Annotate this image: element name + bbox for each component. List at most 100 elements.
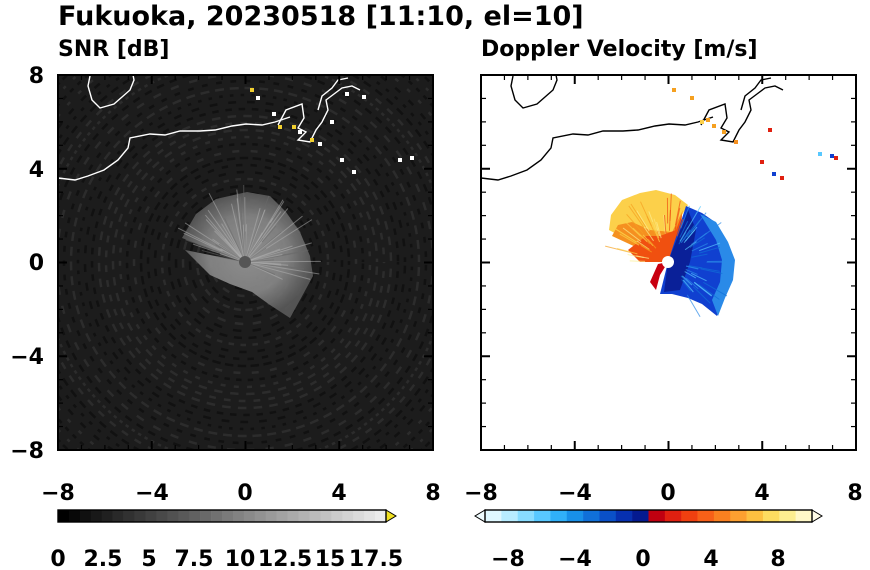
velocity-ray (622, 218, 642, 237)
noise-ring (125, 142, 365, 382)
echo-speck (298, 130, 302, 134)
velocity-ray (682, 279, 694, 293)
colorbar-frame (57, 509, 387, 523)
x-tick-label: 0 (237, 481, 252, 506)
doppler-receding-outer (700, 214, 735, 316)
echo-speck (410, 156, 414, 160)
colorbar-extend-min (474, 509, 486, 523)
noise-ring (83, 100, 407, 424)
doppler-colorbar-labels: −8 −4 0 4 8 (491, 547, 786, 570)
colorbar-bin (200, 510, 212, 522)
echo-ray (208, 193, 246, 263)
colorbar-bin (615, 510, 633, 522)
noise-ring (90, 107, 400, 417)
y-tick-label: 0 (29, 251, 44, 276)
colorbar-bin (342, 510, 354, 522)
colorbar-bin (254, 510, 267, 522)
velocity-ray (685, 277, 699, 290)
doppler-panel-title: Doppler Velocity [m/s] (481, 37, 758, 62)
doppler-coastline (481, 75, 784, 181)
noise-ring (139, 156, 351, 368)
velocity-ray (686, 294, 701, 317)
colorbar-bin (287, 510, 299, 522)
velocity-ray (680, 205, 690, 229)
colorbar-bin (697, 510, 715, 522)
x-tick-label: 0 (660, 481, 675, 506)
colorbar-bin (599, 510, 617, 522)
colorbar-label: 2.5 (84, 547, 123, 570)
echo-speck (310, 138, 314, 142)
velocity-ray (642, 234, 654, 247)
doppler-colorbar (474, 509, 823, 523)
velocity-ray (685, 265, 699, 270)
echo-speck (760, 160, 764, 164)
x-tick-label: 8 (847, 481, 862, 506)
colorbar-bin (713, 510, 731, 522)
velocity-ray (663, 214, 667, 234)
echo-ray (244, 208, 261, 263)
echo-speck (318, 142, 322, 146)
colorbar-bin (550, 510, 568, 522)
noise-ring (97, 114, 393, 410)
velocity-ray (647, 238, 657, 249)
velocity-ray (652, 221, 660, 239)
echo-speck (352, 170, 356, 174)
colorbar-bin (501, 510, 518, 522)
colorbar-bin (79, 510, 92, 522)
doppler-approaching-inner (628, 214, 682, 262)
doppler-texture (605, 193, 734, 317)
colorbar-bin (331, 510, 343, 522)
colorbar-bin (583, 510, 600, 522)
echo-ray (244, 261, 311, 280)
velocity-ray (653, 218, 660, 237)
velocity-ray (703, 281, 728, 297)
velocity-ray (656, 222, 662, 239)
velocity-ray (689, 237, 705, 248)
echo-ray (201, 249, 246, 263)
y-tick-label: −8 (10, 439, 44, 464)
velocity-ray (690, 212, 707, 233)
colorbar-bin (353, 510, 365, 522)
colorbar-bin (232, 510, 245, 522)
echo-speck (772, 172, 776, 176)
colorbar-bin (167, 510, 179, 522)
colorbar-bin (145, 510, 157, 522)
doppler-scattered-echoes (672, 88, 838, 180)
colorbar-bin (517, 510, 535, 522)
echo-speck (712, 124, 716, 128)
noise-ring (76, 93, 414, 431)
x-tick-label: 4 (754, 481, 769, 506)
velocity-ray (680, 275, 691, 286)
velocity-ray (636, 210, 650, 232)
echo-speck (690, 96, 694, 100)
colorbar-label: 7.5 (175, 547, 214, 570)
colorbar-label: 10 (225, 547, 256, 570)
velocity-ray (681, 275, 693, 286)
velocity-ray (672, 226, 677, 241)
echo-ray (244, 222, 272, 263)
noise-ring (118, 135, 372, 389)
velocity-ray (646, 215, 656, 235)
velocity-ray (685, 269, 698, 275)
velocity-ray (636, 241, 650, 251)
velocity-ray (628, 205, 645, 229)
colorbar-bin (364, 510, 376, 522)
noise-ring (132, 149, 358, 375)
snr-colorbar-labels: 0 2.5 5 7.5 10 12.5 15 17.5 (50, 547, 403, 570)
snr-panel: SNR [dB] −8 −4 0 4 8 8 4 0 (10, 37, 440, 570)
colorbar-bin (485, 510, 502, 522)
colorbar-bin (134, 510, 146, 522)
x-tick-label: −8 (464, 481, 498, 506)
colorbar-bin (375, 510, 387, 522)
colorbar-label: 17.5 (349, 547, 403, 570)
echo-speck (292, 125, 296, 129)
snr-coastline (58, 75, 361, 181)
velocity-ray (698, 267, 720, 272)
velocity-ray (691, 243, 708, 252)
echo-speck (672, 88, 676, 92)
noise-ring (104, 121, 386, 403)
velocity-ray (630, 203, 647, 228)
colorbar-label: 0 (50, 547, 65, 570)
velocity-ray (680, 229, 691, 243)
colorbar-label: −4 (558, 547, 592, 570)
